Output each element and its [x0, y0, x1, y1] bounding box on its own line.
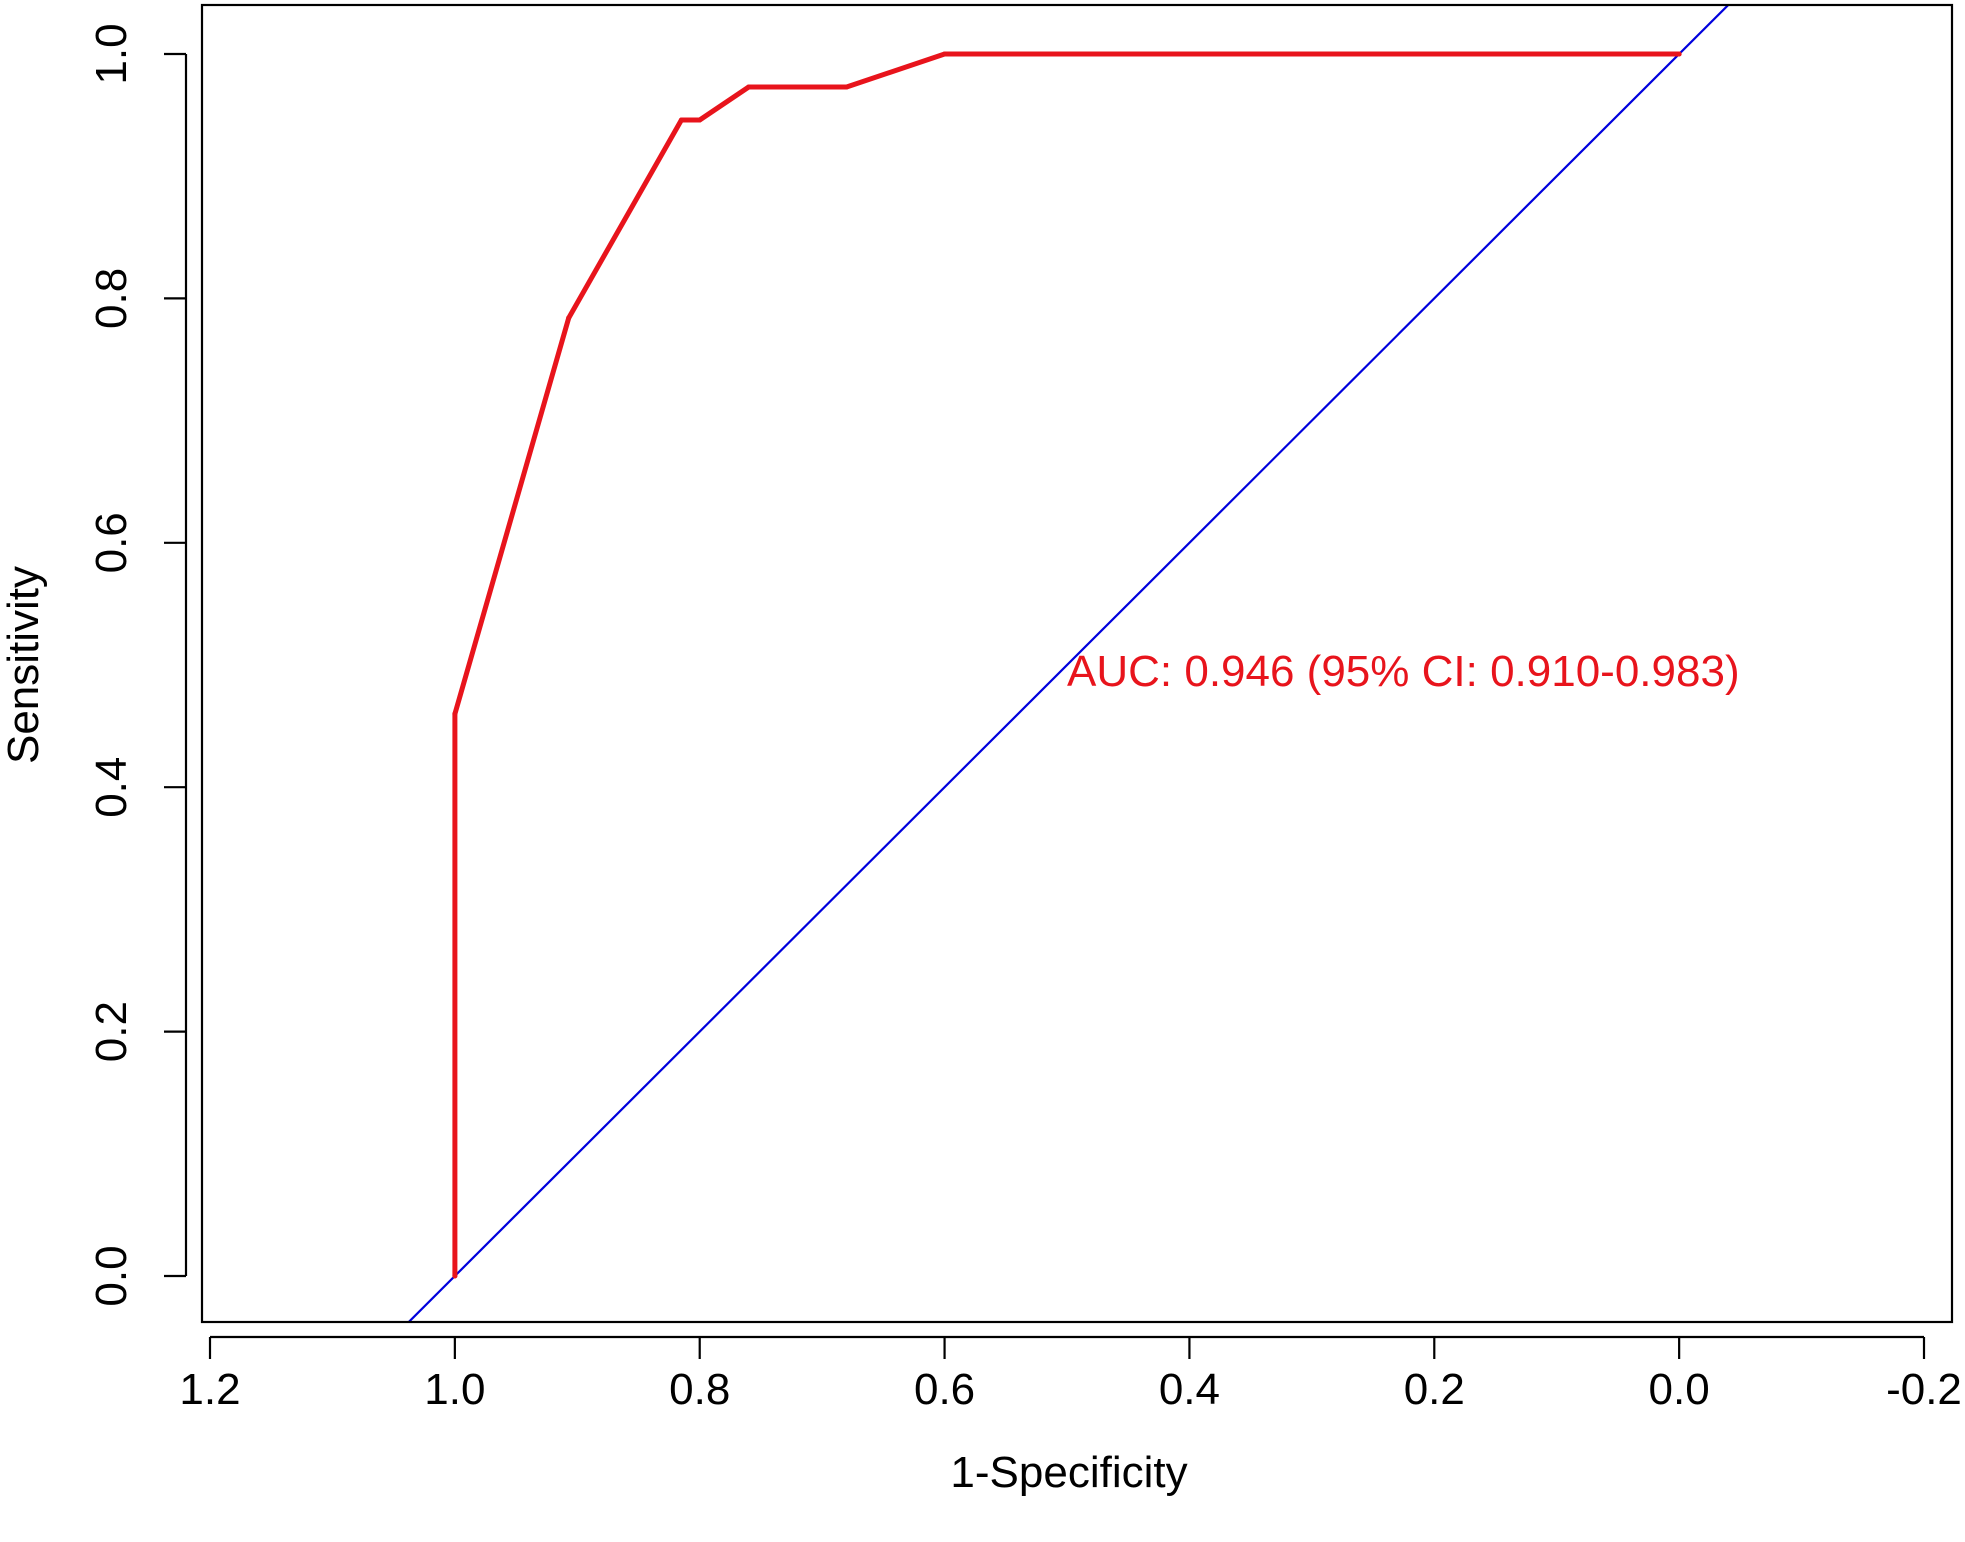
reference-diagonal-line — [407, 5, 1730, 1322]
x-tick-label: 0.0 — [1649, 1365, 1710, 1414]
x-axis-title: 1-Specificity — [950, 1448, 1187, 1497]
y-tick-label: 0.6 — [87, 512, 136, 573]
x-tick-label: 0.4 — [1159, 1365, 1220, 1414]
y-axis-title: Sensitivity — [0, 566, 48, 764]
roc-curve-point — [1676, 51, 1682, 57]
auc-annotation: AUC: 0.946 (95% CI: 0.910-0.983) — [1067, 647, 1740, 696]
x-tick-label: 1.0 — [424, 1365, 485, 1414]
y-tick-label: 1.0 — [87, 23, 136, 84]
roc-curve-point — [746, 84, 752, 90]
roc-curve-point — [678, 117, 684, 123]
roc-curve-point — [452, 711, 458, 717]
y-tick-label: 0.4 — [87, 757, 136, 818]
x-tick-label: 0.8 — [669, 1365, 730, 1414]
x-tick-label: 1.2 — [179, 1365, 240, 1414]
roc-curve-point — [566, 315, 572, 321]
roc-curve-point — [697, 117, 703, 123]
roc-curve-point — [942, 51, 948, 57]
x-tick-label: 0.2 — [1404, 1365, 1465, 1414]
x-tick-label: -0.2 — [1886, 1365, 1962, 1414]
label-layer: 1.2 1.0 0.8 0.6 0.4 0.2 0.0 -0.2 0.0 0.2 0.4 0.6 0.8… — [0, 23, 1962, 1497]
x-tick-label: 0.6 — [914, 1365, 975, 1414]
roc-curve-point — [844, 84, 850, 90]
roc-curve-point — [452, 1273, 458, 1279]
y-tick-label: 0.8 — [87, 268, 136, 329]
y-tick-label: 0.2 — [87, 1001, 136, 1062]
plot-frame — [200, 3, 1954, 1324]
y-tick-label: 0.0 — [87, 1245, 136, 1306]
plot-clipped-layer — [407, 5, 1730, 1322]
axis-layer — [164, 3, 1954, 1359]
